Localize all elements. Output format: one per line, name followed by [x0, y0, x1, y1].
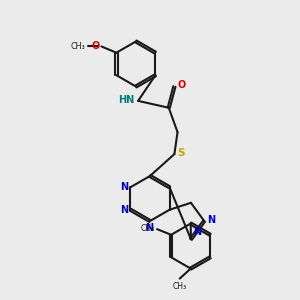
- Text: O: O: [178, 80, 186, 90]
- Text: HN: HN: [118, 95, 134, 105]
- Text: N: N: [207, 215, 215, 225]
- Text: N: N: [145, 223, 153, 233]
- Text: CH₃: CH₃: [141, 224, 155, 233]
- Text: N: N: [193, 227, 201, 237]
- Text: CH₃: CH₃: [70, 42, 85, 51]
- Text: CH₃: CH₃: [172, 282, 187, 291]
- Text: N: N: [121, 206, 129, 215]
- Text: S: S: [178, 148, 185, 158]
- Text: O: O: [92, 41, 100, 51]
- Text: N: N: [121, 182, 129, 192]
